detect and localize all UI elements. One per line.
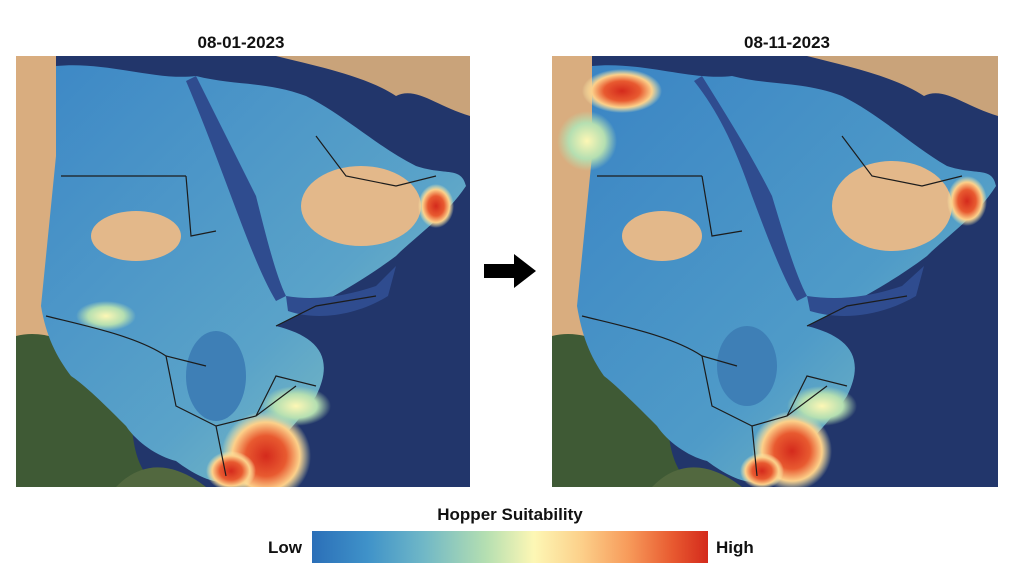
legend-high-label: High (716, 538, 754, 557)
map-date-right: 08-11-2023 (743, 33, 831, 52)
map-date-left: 08-01-2023 (197, 33, 285, 52)
suitability-colorbar (312, 531, 708, 563)
suitability-map-right (552, 56, 998, 487)
legend-title: Hopper Suitability (437, 505, 583, 524)
suitability-map-left (16, 56, 470, 487)
legend-low-label: Low (268, 538, 302, 557)
right-arrow-icon (484, 254, 536, 288)
